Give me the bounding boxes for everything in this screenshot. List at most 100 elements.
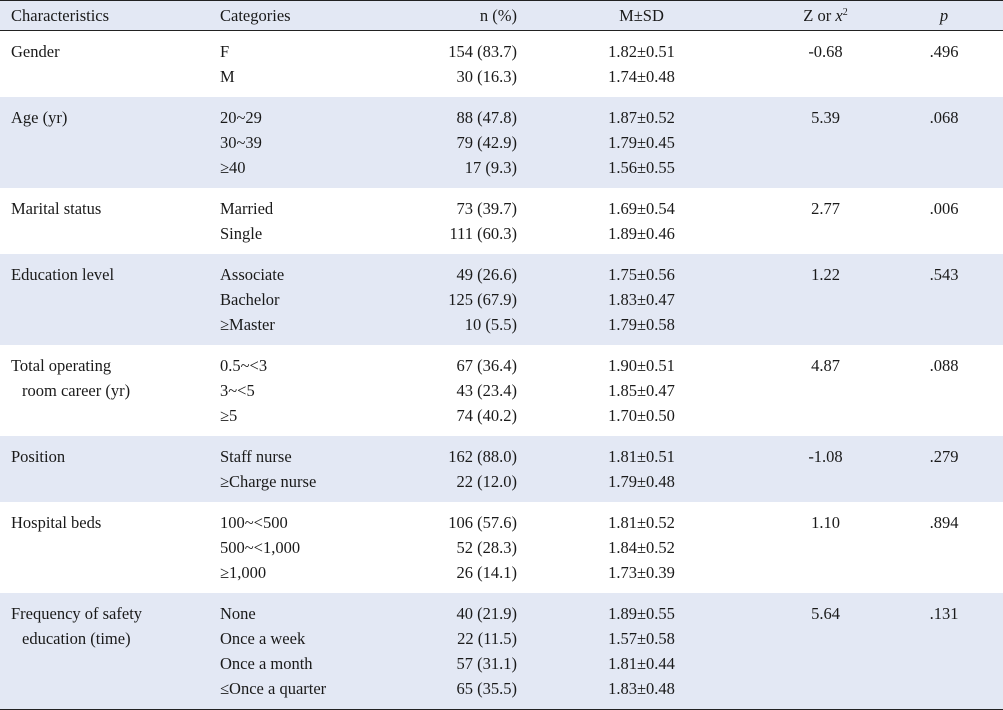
category-label: Staff nurse (220, 447, 292, 466)
characteristic-cell: Education level (0, 254, 218, 345)
characteristic-label: Age (yr) (11, 108, 68, 127)
mean-sd-value: 1.87±0.52 (608, 108, 675, 127)
category-cell: 0.5~<3 3~<5 ≥5 (218, 345, 418, 436)
mean-sd-value: 1.74±0.48 (608, 67, 675, 86)
category-cell: 100~<500 500~<1,000 ≥1,000 (218, 502, 418, 593)
p-value-cell: .068 (929, 108, 959, 127)
category-label: 30~39 (220, 133, 262, 152)
category-label: Once a month (220, 654, 313, 673)
category-label: ≤Once a quarter (220, 679, 327, 698)
characteristic-label: Frequency of safety (11, 604, 143, 623)
mean-sd-cell: 1.81±0.51 1.79±0.48 (517, 436, 766, 502)
z-value-cell: 1.10 (811, 513, 840, 532)
characteristic-cell: Frequency of safety education (time) (0, 593, 218, 710)
mean-sd-cell: 1.89±0.55 1.57±0.58 1.81±0.44 1.83±0.48 (517, 593, 766, 710)
category-label: 20~29 (220, 108, 262, 127)
mean-sd-value: 1.81±0.44 (608, 654, 675, 673)
n-percent-value: 111 (60.3) (449, 224, 517, 243)
n-percent-cell: 154 (83.7) 30 (16.3) (418, 31, 517, 98)
n-percent-value: 26 (14.1) (456, 563, 518, 582)
mean-sd-value: 1.90±0.51 (608, 356, 675, 375)
n-percent-value: 22 (12.0) (456, 472, 518, 491)
characteristic-cell: Total operating room career (yr) (0, 345, 218, 436)
mean-sd-value: 1.81±0.51 (608, 447, 675, 466)
n-percent-cell: 67 (36.4) 43 (23.4) 74 (40.2) (418, 345, 518, 436)
mean-sd-value: 1.82±0.51 (608, 42, 675, 61)
mean-sd-cell: 1.81±0.52 1.84±0.52 1.73±0.39 (517, 502, 766, 593)
n-percent-value: 30 (16.3) (456, 67, 518, 86)
mean-sd-value: 1.81±0.52 (608, 513, 675, 532)
n-percent-value: 17 (9.3) (464, 158, 517, 177)
n-percent-value: 74 (40.2) (456, 406, 518, 425)
n-percent-cell: 73 (39.7) 111 (60.3) (418, 188, 517, 254)
mean-sd-value: 1.83±0.48 (608, 679, 675, 698)
header-z-x: x (835, 5, 843, 25)
z-value-cell: -0.68 (808, 42, 843, 61)
mean-sd-value: 1.89±0.46 (608, 224, 675, 243)
mean-sd-value: 1.79±0.48 (608, 472, 675, 491)
category-cell: Associate Bachelor ≥Master (218, 254, 418, 345)
category-label: ≥1,000 (220, 563, 267, 582)
table-row: Total operating room career (yr) 0.5~<3 3~<… (0, 345, 1003, 436)
table-row: Frequency of safety education (time) None O… (0, 593, 1003, 710)
table-row: Hospital beds 100~<500 500~<1,000 ≥1,000 106… (0, 502, 1003, 593)
n-percent-cell: 88 (47.8) 79 (42.9) 17 (9.3) (418, 97, 518, 188)
characteristic-label: Gender (11, 42, 60, 61)
mean-sd-value: 1.79±0.58 (608, 315, 675, 334)
characteristic-cell: Age (yr) (0, 97, 218, 188)
category-label: ≥Charge nurse (220, 472, 317, 491)
characteristic-cell: Hospital beds (0, 502, 218, 593)
n-percent-value: 65 (35.5) (456, 679, 518, 698)
p-value-cell: .496 (929, 42, 959, 61)
n-percent-cell: 49 (26.6) 125 (67.9) 10 (5.5) (418, 254, 517, 345)
category-cell: None Once a week Once a month ≤Once a quart… (218, 593, 418, 710)
category-label: F (220, 42, 230, 61)
table-row: Gender F M 154 (83.7) 30 (16.3) 1.82±0.51 1.74… (0, 31, 1003, 98)
mean-sd-cell: 1.87±0.52 1.79±0.45 1.56±0.55 (517, 97, 766, 188)
n-percent-value: 162 (88.0) (448, 447, 517, 466)
category-cell: Staff nurse ≥Charge nurse (218, 436, 418, 502)
characteristic-cell: Position (0, 436, 218, 502)
header-z-prefix: Z or (803, 5, 836, 25)
category-label: ≥40 (220, 158, 246, 177)
z-value-cell: -1.08 (808, 447, 843, 466)
mean-sd-cell: 1.69±0.54 1.89±0.46 (517, 188, 766, 254)
header-n-percent: n (%) (418, 0, 517, 31)
header-characteristics: Characteristics (0, 0, 218, 31)
category-label: Associate (220, 265, 285, 284)
category-label: M (220, 67, 235, 86)
characteristic-label: Education level (11, 265, 115, 284)
mean-sd-cell: 1.90±0.51 1.85±0.47 1.70±0.50 (517, 345, 766, 436)
table-body: Gender F M 154 (83.7) 30 (16.3) 1.82±0.51 1.74… (0, 31, 1003, 710)
category-label: 3~<5 (220, 381, 255, 400)
n-percent-value: 49 (26.6) (456, 265, 518, 284)
header-mean-sd: M±SD (517, 0, 766, 31)
z-value-cell: 5.39 (811, 108, 840, 127)
p-value-cell: .279 (929, 447, 959, 466)
mean-sd-value: 1.89±0.55 (608, 604, 675, 623)
header-z-or-x2: Z or x2 (766, 0, 885, 31)
p-value-cell: .088 (929, 356, 959, 375)
mean-sd-cell: 1.75±0.56 1.83±0.47 1.79±0.58 (517, 254, 766, 345)
category-cell: Married Single (218, 188, 418, 254)
category-label: Once a week (220, 629, 306, 648)
mean-sd-value: 1.79±0.45 (608, 133, 675, 152)
n-percent-value: 10 (5.5) (464, 315, 517, 334)
header-row: Characteristics Categories n (%) M±SD Z … (0, 0, 1003, 31)
n-percent-value: 22 (11.5) (457, 629, 517, 648)
category-cell: 20~29 30~39 ≥40 (218, 97, 418, 188)
mean-sd-cell: 1.82±0.51 1.74±0.48 (517, 31, 766, 98)
mean-sd-value: 1.83±0.47 (608, 290, 675, 309)
table-row: Age (yr) 20~29 30~39 ≥40 88 (47.8) 79 (42.9) 1… (0, 97, 1003, 188)
mean-sd-value: 1.70±0.50 (608, 406, 675, 425)
n-percent-value: 43 (23.4) (456, 381, 518, 400)
n-percent-value: 67 (36.4) (456, 356, 518, 375)
n-percent-cell: 40 (21.9) 22 (11.5) 57 (31.1) 65 (35.5) (418, 593, 517, 710)
p-value-cell: .543 (929, 265, 959, 284)
category-label: ≥Master (220, 315, 275, 334)
characteristic-label: Position (11, 447, 66, 466)
category-label: Married (220, 199, 274, 218)
table-row: Marital status Married Single 73 (39.7) 111 … (0, 188, 1003, 254)
